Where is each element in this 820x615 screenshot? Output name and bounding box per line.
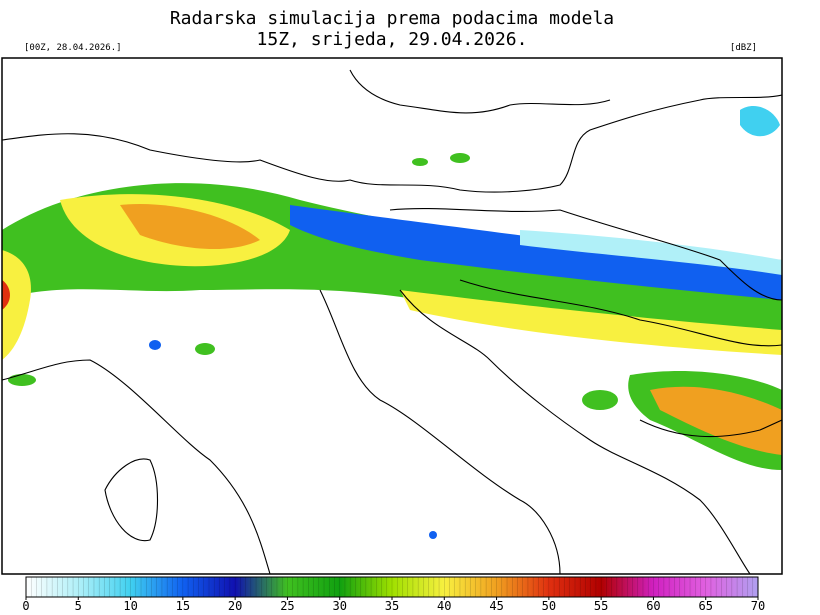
colorbar-tick-label: 30 bbox=[332, 599, 346, 613]
colorbar-tick-label: 40 bbox=[437, 599, 451, 613]
colorbar-tick-label: 65 bbox=[698, 599, 712, 613]
colorbar-tick-label: 55 bbox=[594, 599, 608, 613]
title-line-2: 15Z, srijeda, 29.04.2026. bbox=[257, 29, 528, 50]
unit-label: [dBZ] bbox=[730, 43, 757, 53]
colorbar-tick-label: 45 bbox=[489, 599, 503, 613]
colorbar-tick-label: 70 bbox=[751, 599, 765, 613]
coastlines bbox=[2, 69, 782, 574]
colorbar-tick-label: 5 bbox=[75, 599, 82, 613]
colorbar-tick-label: 0 bbox=[22, 599, 29, 613]
colorbar-tick-label: 35 bbox=[385, 599, 399, 613]
colorbar-tick-label: 50 bbox=[542, 599, 556, 613]
colorbar: 0 5 10 15 20 25 30 35 40 45 50 55 60 65 70 bbox=[22, 576, 765, 613]
map bbox=[1, 57, 783, 575]
colorbar-tick-label: 15 bbox=[176, 599, 190, 613]
colorbar-tick-label: 25 bbox=[280, 599, 294, 613]
colorbar-tick-label: 20 bbox=[228, 599, 242, 613]
title-line-1: Radarska simulacija prema podacima model… bbox=[170, 8, 614, 29]
run-label: [00Z, 28.04.2026.] bbox=[24, 43, 122, 53]
colorbar-tick-label: 10 bbox=[123, 599, 137, 613]
precipitation bbox=[2, 105, 782, 539]
colorbar-tick-label: 60 bbox=[646, 599, 660, 613]
